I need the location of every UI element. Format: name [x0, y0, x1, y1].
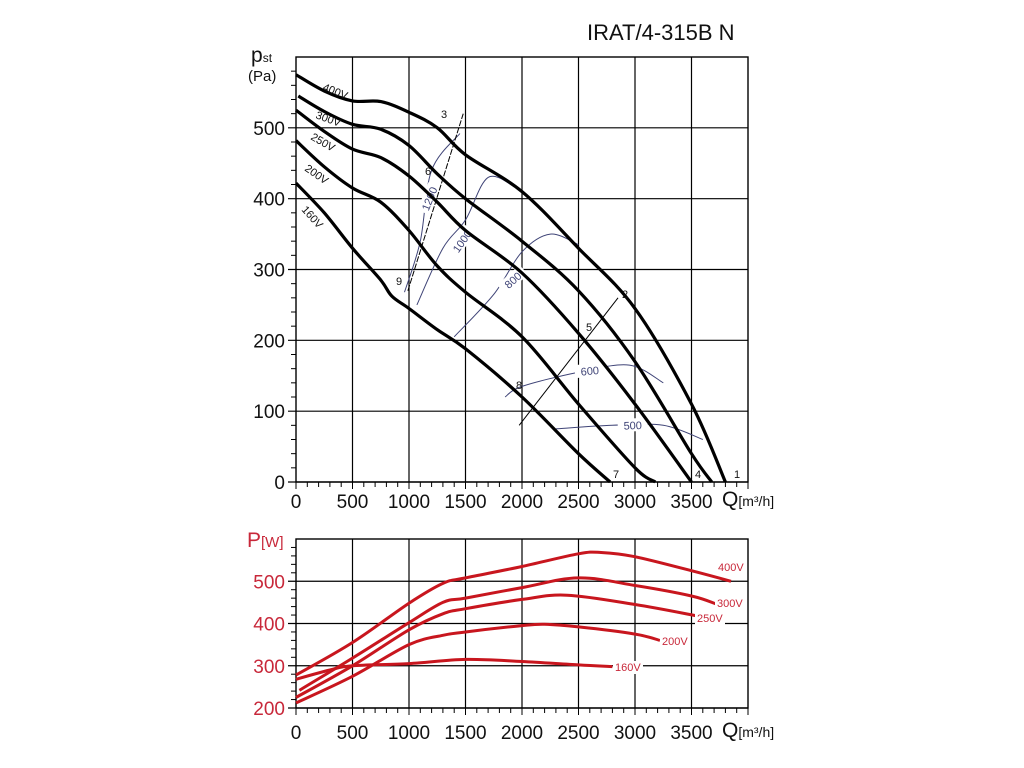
x-tick-label: 2500 — [557, 492, 599, 513]
pressure-tick-labels: 0 500 1000 1500 2000 2500 3000 3500010020030040… — [253, 119, 712, 513]
x-tick-label: 2000 — [501, 492, 543, 513]
power-x-axis-label: Q[m³/h] — [722, 719, 774, 742]
x-tick-label: 0 — [291, 492, 302, 513]
power-curve-label: 300V — [717, 598, 743, 610]
y-axis-subscript: st — [263, 51, 273, 65]
pressure-curve-label: 200V — [302, 163, 330, 188]
x-tick-label: 0 — [291, 723, 302, 744]
x-tick-label: 2500 — [557, 723, 599, 744]
y-axis-symbol: p — [251, 44, 263, 67]
y-tick-label: 500 — [253, 572, 285, 593]
power-curve-300V — [298, 576, 717, 692]
x-axis-symbol: Q — [722, 488, 738, 511]
operating-point-label: 9 — [396, 276, 402, 288]
pressure-curve-300V — [297, 94, 714, 483]
isoline-label-bg — [417, 182, 441, 215]
power-label-bg — [715, 597, 745, 610]
x-axis-unit: [m³/h] — [738, 493, 774, 509]
pressure-curve-400V — [295, 73, 727, 483]
y-tick-label: 300 — [253, 261, 285, 282]
power-label-bg — [716, 561, 746, 574]
power-curve-400V — [295, 550, 732, 677]
operating-point-label: 3 — [441, 109, 447, 121]
y-axis-unit: (Pa) — [248, 68, 276, 85]
operating-point-label: 2 — [622, 289, 628, 301]
chart-title: IRAT/4-315B N — [587, 20, 735, 45]
y-axis-label-p: pst — [251, 44, 273, 67]
x-tick-label: 1000 — [388, 723, 430, 744]
x-tick-label: 500 — [337, 723, 369, 744]
isoline-label-bg — [617, 417, 648, 432]
operating-point-label: 1 — [734, 469, 740, 481]
y-tick-label: 200 — [253, 331, 285, 352]
power-label-bg — [613, 661, 643, 674]
power-curve-label: 400V — [718, 562, 744, 574]
x-axis-label: Q[m³/h] — [722, 488, 774, 511]
power-axis-symbol: P — [247, 529, 261, 552]
pressure-curve-200V — [294, 139, 657, 484]
power-x-axis-symbol: Q — [722, 719, 738, 742]
power-curve-250V — [295, 593, 698, 699]
operating-point-label: 7 — [613, 469, 619, 481]
pressure-curve-250V — [295, 108, 693, 483]
pressure-curve-label: 250V — [309, 131, 338, 155]
power-curves — [295, 550, 732, 705]
y-tick-label: 500 — [253, 119, 285, 140]
x-tick-label: 1500 — [444, 492, 486, 513]
power-tick-labels: 0 500 1000 1500 2000 2500 3000 3500 200 300 400 500 — [253, 572, 712, 744]
y-tick-label: 0 — [274, 473, 285, 494]
pressure-curve-160V — [294, 181, 612, 484]
power-axis-unit: [W] — [261, 534, 284, 551]
power-x-axis-unit: [m³/h] — [738, 724, 774, 740]
power-curve-labels: 400V 300V 250V 200V 160V — [613, 561, 746, 674]
power-curve-label: 160V — [615, 662, 641, 674]
x-tick-label: 3500 — [670, 723, 712, 744]
y-tick-label: 400 — [253, 190, 285, 211]
pressure-plot-frame — [295, 56, 749, 483]
y-tick-label: 100 — [253, 402, 285, 423]
power-curve-160V — [295, 657, 613, 681]
rpm-label-600: 600 — [580, 365, 599, 379]
operating-point-label: 6 — [425, 166, 431, 178]
y-tick-label: 300 — [253, 657, 285, 678]
x-tick-label: 2000 — [501, 723, 543, 744]
power-curve-200V — [295, 622, 661, 705]
y-tick-label: 400 — [253, 615, 285, 636]
power-axis-label: P[W] — [247, 529, 284, 552]
power-chart: 0 500 1000 1500 2000 2500 3000 3500 200 300 400 500… — [247, 529, 774, 744]
power-label-bg — [660, 635, 690, 648]
power-curve-label: 250V — [697, 613, 723, 625]
x-tick-label: 500 — [337, 492, 369, 513]
power-label-bg — [695, 612, 725, 625]
isoline-label-bg — [574, 362, 606, 379]
operating-point-label: 4 — [695, 469, 701, 481]
rpm-label-500: 500 — [623, 420, 642, 433]
power-plot-frame — [295, 538, 749, 709]
pressure-curve-label: 400V — [321, 82, 350, 103]
y-tick-label: 200 — [253, 699, 285, 720]
operating-point-labels: 1 2 3 4 5 6 7 8 9 — [396, 109, 740, 481]
operating-point-label: 5 — [586, 322, 592, 334]
x-tick-label: 3000 — [614, 492, 656, 513]
operating-line-stub — [404, 292, 409, 299]
operating-point-label: 8 — [516, 380, 522, 392]
x-tick-label: 3500 — [670, 492, 712, 513]
power-curve-label: 200V — [662, 636, 688, 648]
x-tick-label: 3000 — [614, 723, 656, 744]
x-tick-label: 1500 — [444, 723, 486, 744]
x-tick-label: 1000 — [388, 492, 430, 513]
rpm-isoline-1200 — [404, 133, 461, 293]
rpm-isoline-800 — [453, 233, 579, 338]
pressure-curves — [294, 73, 727, 484]
